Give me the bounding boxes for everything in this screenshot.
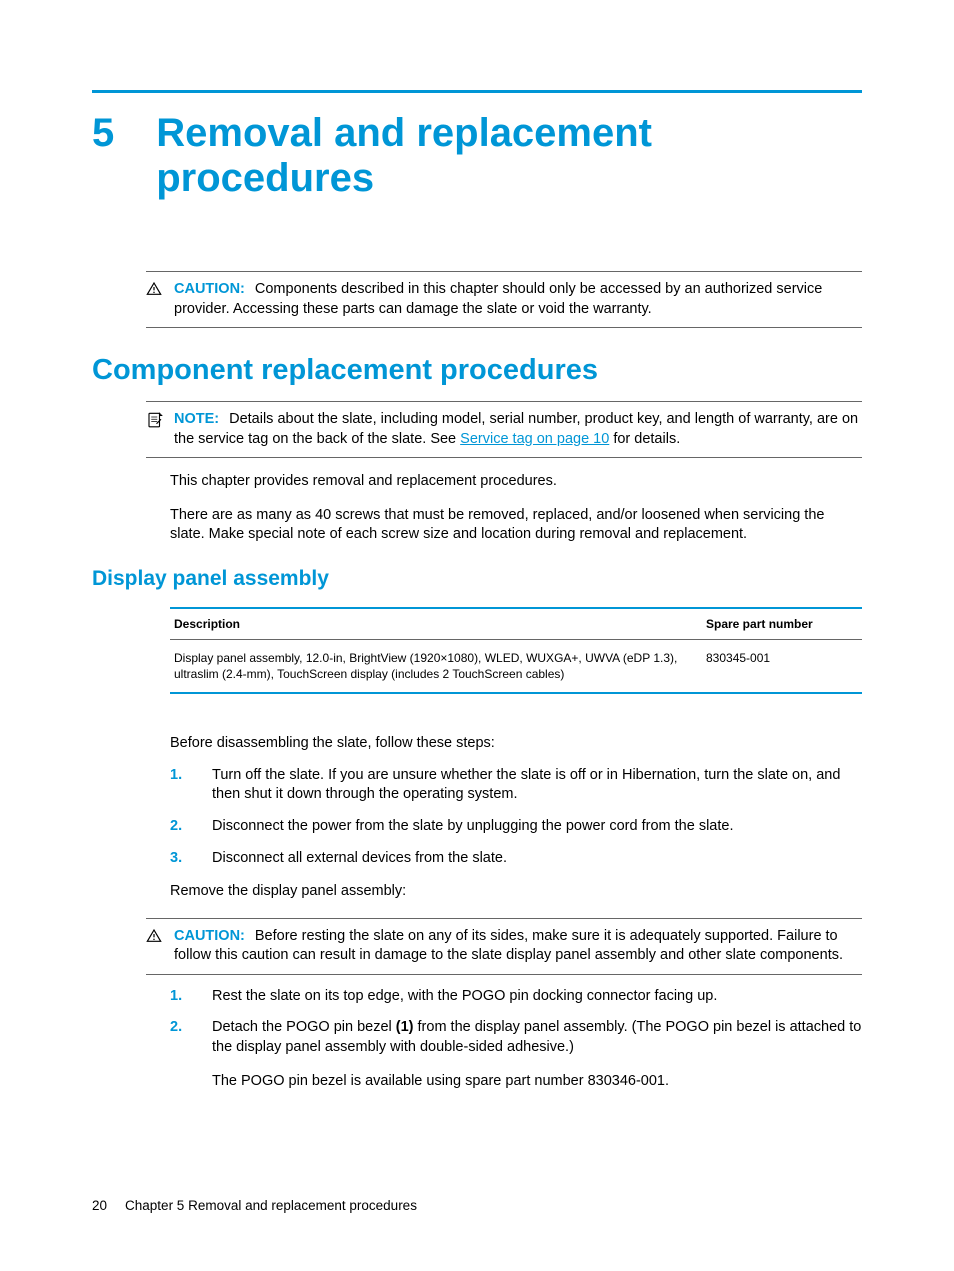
list-item: 1. Turn off the slate. If you are unsure… xyxy=(170,766,862,805)
caution-label: CAUTION: xyxy=(174,928,245,944)
list-item: 1. Rest the slate on its top edge, with … xyxy=(170,987,862,1007)
list-item: 2. Detach the POGO pin bezel (1) from th… xyxy=(170,1018,862,1057)
caution-icon xyxy=(146,928,162,944)
caution-callout: CAUTION:Components described in this cha… xyxy=(146,271,862,328)
footer-text: Chapter 5 Removal and replacement proced… xyxy=(125,1198,417,1213)
caution-icon xyxy=(146,281,162,297)
chapter-heading: 5 Removal and replacement procedures xyxy=(92,111,862,201)
step-text: Detach the POGO pin bezel (1) from the d… xyxy=(212,1018,862,1057)
paragraph-remove-panel: Remove the display panel assembly: xyxy=(170,882,862,902)
page-footer: 20 Chapter 5 Removal and replacement pro… xyxy=(92,1198,417,1213)
page-number: 20 xyxy=(92,1198,107,1213)
service-tag-link[interactable]: Service tag on page 10 xyxy=(460,431,609,447)
caution-callout-2: CAUTION:Before resting the slate on any … xyxy=(146,918,862,975)
note-icon xyxy=(146,411,164,429)
step-text: Disconnect the power from the slate by u… xyxy=(212,817,862,837)
chapter-top-rule xyxy=(92,90,862,93)
parts-table: Description Spare part number Display pa… xyxy=(170,607,862,694)
table-header-spare-part: Spare part number xyxy=(702,608,862,640)
chapter-title: Removal and replacement procedures xyxy=(156,111,862,201)
paragraph-pogo-spare: The POGO pin bezel is available using sp… xyxy=(212,1072,862,1092)
caution-text: Components described in this chapter sho… xyxy=(174,281,822,317)
note-callout: NOTE:Details about the slate, including … xyxy=(146,401,862,458)
step-number: 1. xyxy=(170,987,188,1007)
step-text: Rest the slate on its top edge, with the… xyxy=(212,987,862,1007)
step-text: Disconnect all external devices from the… xyxy=(212,849,862,869)
paragraph-screws: There are as many as 40 screws that must… xyxy=(170,506,862,545)
subsection-heading-display-panel: Display panel assembly xyxy=(92,567,862,591)
step-number: 2. xyxy=(170,1018,188,1057)
chapter-number: 5 xyxy=(92,111,114,156)
section-heading-component-replacement: Component replacement procedures xyxy=(92,354,862,387)
step-number: 2. xyxy=(170,817,188,837)
table-cell-partnum: 830345-001 xyxy=(702,639,862,693)
table-row: Display panel assembly, 12.0-in, BrightV… xyxy=(170,639,862,693)
paragraph-before-disassembly: Before disassembling the slate, follow t… xyxy=(170,734,862,754)
caution-label: CAUTION: xyxy=(174,281,245,297)
step-text: Turn off the slate. If you are unsure wh… xyxy=(212,766,862,805)
paragraph-intro: This chapter provides removal and replac… xyxy=(170,472,862,492)
table-header-description: Description xyxy=(170,608,702,640)
step-number: 1. xyxy=(170,766,188,805)
note-label: NOTE: xyxy=(174,411,219,427)
list-item: 2. Disconnect the power from the slate b… xyxy=(170,817,862,837)
step-number: 3. xyxy=(170,849,188,869)
note-text-post: for details. xyxy=(609,431,680,447)
steps-remove: 1. Rest the slate on its top edge, with … xyxy=(170,987,862,1058)
list-item: 3. Disconnect all external devices from … xyxy=(170,849,862,869)
table-cell-description: Display panel assembly, 12.0-in, BrightV… xyxy=(170,639,702,693)
table-header-row: Description Spare part number xyxy=(170,608,862,640)
steps-prepare: 1. Turn off the slate. If you are unsure… xyxy=(170,766,862,868)
caution-text: Before resting the slate on any of its s… xyxy=(174,928,843,964)
